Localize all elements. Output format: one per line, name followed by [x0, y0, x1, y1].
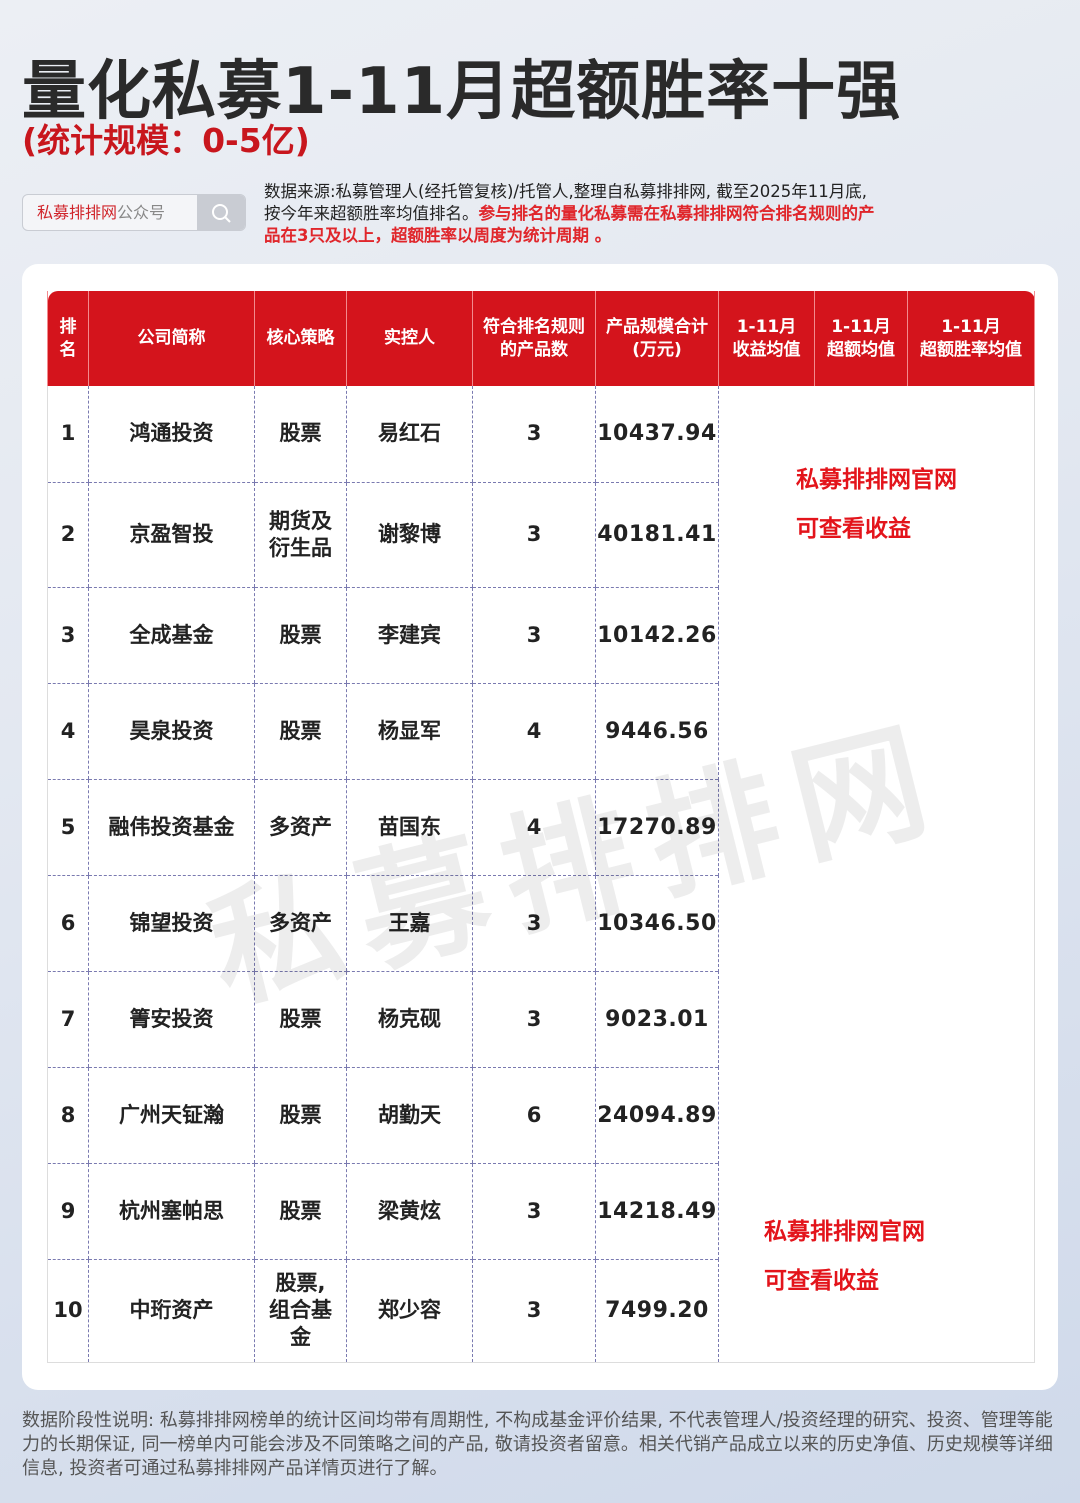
company-cell: 箐安投资	[88, 971, 255, 1068]
table-row: 2 京盈智投 期货及 衍生品 谢黎博 3 40181.41	[47, 482, 1035, 588]
scale-cell: 17270.89	[595, 779, 719, 876]
rank-cell: 1	[47, 386, 89, 483]
product-count-cell: 3	[472, 971, 596, 1068]
table-row: 1 鸿通投资 股票 易红石 3 10437.94	[47, 386, 1035, 1363]
strategy-cell: 股票	[254, 1067, 347, 1164]
controller-cell: 杨克砚	[346, 971, 473, 1068]
search-box[interactable]: 私募排排网公众号	[22, 194, 246, 231]
column-header: 公司简称	[88, 291, 255, 386]
column-header: 核心策略	[254, 291, 347, 386]
product-count-cell: 3	[472, 386, 596, 483]
rank-cell: 4	[47, 683, 89, 780]
rank-cell: 5	[47, 779, 89, 876]
scale-cell: 40181.41	[595, 482, 719, 588]
table-row: 3 全成基金 股票 李建宾 3 10142.26	[47, 587, 1035, 684]
controller-cell: 李建宾	[346, 587, 473, 684]
column-header: 产品规模合计 (万元)	[595, 291, 719, 386]
column-header: 排名	[47, 291, 89, 386]
search-button[interactable]	[197, 195, 245, 230]
search-suffix: 公众号	[117, 203, 166, 222]
product-count-cell: 6	[472, 1067, 596, 1164]
strategy-cell: 股票	[254, 587, 347, 684]
product-count-cell: 4	[472, 683, 596, 780]
data-source-note: 数据来源:私募管理人(经托管复核)/托管人,整理自私募排排网, 截至2025年1…	[264, 181, 876, 247]
table-row: 10 中珩资产 股票, 组合基金 郑少容 3 7499.20	[47, 1259, 1035, 1363]
controller-cell: 王嘉	[346, 875, 473, 972]
promo-line: 可查看收益	[764, 1268, 879, 1294]
company-cell: 融伟投资基金	[88, 779, 255, 876]
company-cell: 杭州塞帕思	[88, 1163, 255, 1260]
promo-line: 可查看收益	[796, 516, 911, 542]
strategy-cell: 股票	[254, 1163, 347, 1260]
controller-cell: 易红石	[346, 386, 473, 483]
ranking-table: 排名公司简称 核心策略 实控人 符合排名规则 的产品数 产品规模合计 (万元) 1-11月 收益…	[47, 291, 1035, 1363]
company-cell: 全成基金	[88, 587, 255, 684]
column-header: 1-11月 超额胜率均值	[907, 291, 1035, 386]
product-count-cell: 4	[472, 779, 596, 876]
rank-cell: 9	[47, 1163, 89, 1260]
column-header: 1-11月 超额均值	[814, 291, 908, 386]
product-count-cell: 3	[472, 875, 596, 972]
table-row: 7 箐安投资 股票 杨克砚 3 9023.01	[47, 971, 1035, 1068]
source-highlight: 参与排名的量化私募需在私募排排网符合排名规则的产品在3只及以上，超额胜率以周度为…	[264, 204, 875, 245]
column-header: 符合排名规则 的产品数	[472, 291, 596, 386]
table-row: 9 杭州塞帕思 股票 梁黄炫 3 14218.49	[47, 1163, 1035, 1260]
promo-line: 私募排排网官网	[796, 467, 957, 493]
page-subtitle: (统计规模：0-5亿)	[22, 121, 310, 160]
company-cell: 广州天钲瀚	[88, 1067, 255, 1164]
scale-cell: 10346.50	[595, 875, 719, 972]
scale-cell: 10437.94	[595, 386, 719, 483]
scale-cell: 9446.56	[595, 683, 719, 780]
rank-cell: 2	[47, 482, 89, 588]
search-icon	[212, 203, 231, 223]
table-row: 6 锦望投资 多资产 王嘉 3 10346.50	[47, 875, 1035, 972]
company-cell: 昊泉投资	[88, 683, 255, 780]
controller-cell: 杨显军	[346, 683, 473, 780]
search-text[interactable]: 私募排排网公众号	[23, 195, 197, 230]
rank-cell: 6	[47, 875, 89, 972]
strategy-cell: 多资产	[254, 779, 347, 876]
rank-cell: 8	[47, 1067, 89, 1164]
company-cell: 中珩资产	[88, 1259, 255, 1363]
company-cell: 京盈智投	[88, 482, 255, 588]
product-count-cell: 3	[472, 1259, 596, 1363]
scale-cell: 24094.89	[595, 1067, 719, 1164]
strategy-cell: 期货及 衍生品	[254, 482, 347, 588]
table-row: 8 广州天钲瀚 股票 胡勤天 6 24094.89	[47, 1067, 1035, 1164]
table-row: 4 昊泉投资 股票 杨显军 4 9446.56	[47, 683, 1035, 780]
column-header: 实控人	[346, 291, 473, 386]
scale-cell: 14218.49	[595, 1163, 719, 1260]
scale-cell: 7499.20	[595, 1259, 719, 1363]
hidden-returns-area	[718, 386, 1035, 1363]
strategy-cell: 股票	[254, 971, 347, 1068]
strategy-cell: 股票	[254, 683, 347, 780]
strategy-cell: 多资产	[254, 875, 347, 972]
scale-cell: 9023.01	[595, 971, 719, 1068]
controller-cell: 郑少容	[346, 1259, 473, 1363]
company-cell: 锦望投资	[88, 875, 255, 972]
scale-cell: 10142.26	[595, 587, 719, 684]
promo-note-top: 私募排排网官网 可查看收益	[796, 456, 957, 554]
product-count-cell: 3	[472, 1163, 596, 1260]
search-brand: 私募排排网	[37, 203, 118, 222]
controller-cell: 苗国东	[346, 779, 473, 876]
controller-cell: 梁黄炫	[346, 1163, 473, 1260]
product-count-cell: 3	[472, 482, 596, 588]
promo-line: 私募排排网官网	[764, 1219, 925, 1245]
table-row: 5 融伟投资基金 多资产 苗国东 4 17270.89	[47, 779, 1035, 876]
source-text: 数据来源:私募管理人(经托管复核)/托管人,整理自私募排排网, 截至2025年1…	[264, 182, 867, 223]
promo-note-bottom: 私募排排网官网 可查看收益	[764, 1208, 925, 1306]
company-cell: 鸿通投资	[88, 386, 255, 483]
strategy-cell: 股票	[254, 386, 347, 483]
rank-cell: 3	[47, 587, 89, 684]
column-header: 1-11月 收益均值	[718, 291, 815, 386]
strategy-cell: 股票, 组合基金	[254, 1259, 347, 1363]
controller-cell: 胡勤天	[346, 1067, 473, 1164]
rank-cell: 7	[47, 971, 89, 1068]
rank-cell: 10	[47, 1259, 89, 1363]
product-count-cell: 3	[472, 587, 596, 684]
page-title: 量化私募1-11月超额胜率十强	[22, 55, 902, 129]
disclaimer: 数据阶段性说明: 私募排排网榜单的统计区间均带有周期性, 不构成基金评价结果, …	[22, 1410, 1053, 1479]
controller-cell: 谢黎博	[346, 482, 473, 588]
